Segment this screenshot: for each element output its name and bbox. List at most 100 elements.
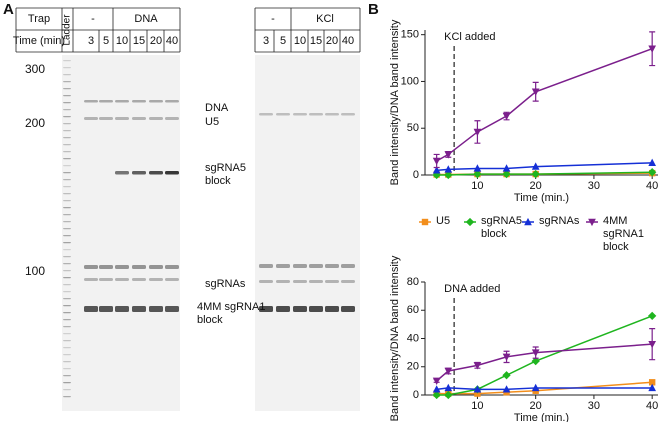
- gel-band: [276, 264, 290, 268]
- legend-marker: [466, 218, 474, 226]
- series-line: [437, 49, 653, 161]
- y-tick-label: 0: [413, 169, 419, 181]
- gel-band: [63, 354, 71, 355]
- band-label: sgRNAs: [205, 278, 245, 291]
- band-label: U5: [205, 116, 219, 129]
- gel-band: [63, 368, 71, 369]
- gel-band: [84, 100, 98, 103]
- gel-band: [149, 278, 163, 281]
- gel-band: [276, 280, 290, 283]
- gel-band: [276, 306, 290, 312]
- gel-band: [63, 172, 71, 173]
- band-label: DNA: [205, 102, 228, 115]
- gel-band: [63, 291, 71, 292]
- x-tick-label: 30: [588, 400, 600, 412]
- data-point: [502, 371, 510, 379]
- header-label: KCl: [316, 13, 334, 25]
- gel-band: [63, 88, 71, 89]
- panel-label: B: [368, 1, 379, 18]
- series-line: [437, 344, 653, 381]
- lane-label: 3: [263, 35, 269, 47]
- gel-band: [63, 123, 71, 124]
- gel-band: [63, 333, 71, 334]
- gel-band: [293, 306, 307, 312]
- gel-band: [63, 158, 71, 159]
- gel-band: [165, 306, 179, 312]
- x-tick-label: 10: [471, 400, 483, 412]
- header-label: -: [91, 13, 95, 25]
- gel-band: [293, 264, 307, 268]
- gel-band: [165, 265, 179, 269]
- data-point: [433, 158, 441, 165]
- gel-band: [63, 193, 71, 194]
- gel-band: [63, 179, 71, 180]
- gel-band: [63, 242, 71, 243]
- y-axis-label: Band intensity/DNA band intensity: [389, 19, 401, 185]
- gel-band: [63, 249, 71, 250]
- gel-band: [63, 200, 71, 201]
- gel-band: [63, 389, 71, 390]
- gel-band: [63, 263, 71, 264]
- data-point: [648, 312, 656, 320]
- x-axis-label: Time (min.): [514, 192, 569, 204]
- y-tick-label: 100: [401, 75, 419, 87]
- gel-band: [309, 280, 323, 283]
- gel-band: [259, 280, 273, 283]
- series-line: [437, 316, 653, 395]
- gel-band: [132, 171, 146, 175]
- gel-band: [63, 270, 71, 271]
- gel-band: [259, 264, 273, 268]
- gel-band: [115, 100, 129, 103]
- x-tick-label: 40: [646, 400, 658, 412]
- size-marker: 100: [25, 264, 45, 278]
- legend-entry: sgRNA5 block: [481, 215, 526, 241]
- gel-band: [63, 151, 71, 152]
- gel-band: [63, 382, 71, 383]
- lane-label: 40: [342, 35, 354, 47]
- gel-band: [99, 117, 113, 120]
- gel-band: [84, 265, 98, 269]
- gel-band: [63, 207, 71, 208]
- gel-band: [63, 221, 71, 222]
- x-axis-label: Time (min.): [514, 412, 569, 422]
- header-label: Time (min): [13, 35, 65, 47]
- y-tick-label: 40: [407, 332, 419, 344]
- size-marker: 200: [25, 116, 45, 130]
- lane-label: 15: [133, 35, 145, 47]
- gel-band: [63, 165, 71, 166]
- y-tick-label: 150: [401, 29, 419, 41]
- lane-label: 5: [280, 35, 286, 47]
- gel-band: [325, 306, 339, 312]
- legend-entry: U5: [436, 215, 466, 228]
- gel-band: [63, 74, 71, 75]
- panel-label: A: [3, 1, 14, 18]
- gel: [62, 55, 180, 411]
- gel-band: [63, 130, 71, 131]
- gel-band: [309, 306, 323, 312]
- annotation: KCl added: [444, 31, 495, 43]
- y-tick-label: 60: [407, 304, 419, 316]
- gel-band: [99, 100, 113, 103]
- gel-band: [149, 306, 163, 312]
- legend-marker: [422, 219, 428, 225]
- series-line: [437, 388, 653, 389]
- gel-band: [63, 256, 71, 257]
- gel-band: [165, 100, 179, 103]
- gel-band: [63, 326, 71, 327]
- data-point: [474, 129, 482, 136]
- header-label: Ladder: [62, 14, 73, 46]
- lane-label: 10: [294, 35, 306, 47]
- gel-band: [63, 81, 71, 82]
- gel-band: [84, 306, 98, 312]
- gel-band: [309, 113, 323, 116]
- band-label: 4MM sgRNA1 block: [197, 301, 267, 327]
- gel-band: [165, 171, 179, 175]
- gel-band: [115, 171, 129, 175]
- y-tick-label: 0: [413, 389, 419, 401]
- data-point: [503, 113, 511, 120]
- gel-band: [63, 144, 71, 145]
- lane-label: 5: [103, 35, 109, 47]
- gel-band: [63, 305, 71, 306]
